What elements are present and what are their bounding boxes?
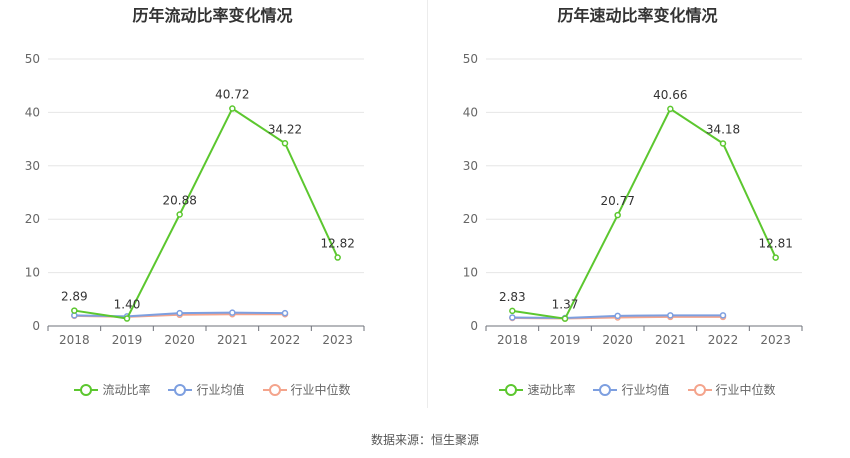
- x-tick-label: 2022: [708, 333, 739, 347]
- x-tick-label: 2019: [112, 333, 143, 347]
- data-point: [772, 254, 779, 261]
- x-tick-label: 2020: [602, 333, 633, 347]
- y-tick-label: 50: [463, 52, 478, 66]
- legend-item[interactable]: 流动比率: [74, 381, 150, 398]
- legend-swatch-icon: [262, 383, 287, 397]
- chart-panel-current-ratio: 历年流动比率变化情况 0 10 20 30 40 50 2018 2019 2020 2021 20…: [0, 0, 425, 410]
- data-point: [123, 315, 131, 322]
- legend-swatch-icon: [168, 383, 193, 397]
- x-tick-label: 2018: [497, 333, 528, 347]
- data-label: 12.82: [320, 237, 354, 251]
- line-chart-quick-ratio: 0 10 20 30 40 50 2018 2019 2020 2021 2022 2023 2.83 1…: [463, 52, 803, 347]
- x-tick-label: 2019: [550, 333, 581, 347]
- y-tick-label: 30: [25, 159, 40, 173]
- legend-label: 行业中位数: [290, 383, 351, 397]
- data-label: 2.89: [61, 290, 88, 304]
- data-label: 2.83: [499, 290, 526, 304]
- y-tick-label: 40: [463, 105, 478, 119]
- data-label: 20.77: [600, 194, 634, 208]
- legend-swatch-icon: [74, 383, 99, 397]
- x-tick-label: 2021: [655, 333, 686, 347]
- data-point: [719, 312, 727, 319]
- legend-swatch-icon: [687, 383, 712, 397]
- x-tick-label: 2018: [59, 333, 90, 347]
- data-label: 20.88: [162, 194, 196, 208]
- data-point: [71, 307, 78, 314]
- line-chart-current-ratio: 0 10 20 30 40 50 2018 2019 2020 2021 2022 2023 2.89 1…: [25, 52, 365, 347]
- y-tick-label: 20: [463, 212, 478, 226]
- data-point: [281, 309, 289, 317]
- data-source-note: 数据来源：恒生聚源: [370, 433, 479, 447]
- series-line: [512, 107, 777, 320]
- data-point: [334, 254, 341, 261]
- y-tick-label: 50: [25, 52, 40, 66]
- data-label: 1.40: [114, 298, 141, 312]
- data-point: [561, 315, 569, 322]
- data-label: 12.81: [758, 237, 792, 251]
- data-label: 40.66: [653, 88, 687, 102]
- data-point: [667, 312, 674, 319]
- legend-swatch-icon: [593, 383, 618, 397]
- legend-label: 流动比率: [102, 383, 151, 397]
- data-point: [281, 140, 289, 147]
- series-line: [74, 107, 339, 320]
- data-point: [719, 140, 727, 147]
- x-tick-label: 2023: [322, 333, 353, 347]
- y-tick-label: 10: [463, 266, 478, 280]
- legend-label: 行业中位数: [715, 383, 776, 397]
- legend-item[interactable]: 行业中位数: [262, 381, 351, 398]
- data-point: [614, 312, 621, 320]
- data-point: [229, 105, 236, 112]
- legend-swatch-icon: [499, 383, 524, 397]
- x-tick-label: 2022: [270, 333, 301, 347]
- data-point: [176, 309, 183, 317]
- data-point: [509, 314, 516, 321]
- x-tick-label: 2020: [164, 333, 195, 347]
- data-label: 40.72: [215, 88, 249, 102]
- chart-legend: 流动比率 行业均值 行业中位数: [0, 381, 425, 398]
- data-label: 34.22: [268, 122, 302, 136]
- chart-panel-quick-ratio: 历年速动比率变化情况 0 10 20 30 40 50 2018 2019 2020 2021 20…: [425, 0, 850, 410]
- chart-title: 历年速动比率变化情况: [557, 6, 718, 25]
- x-tick-label: 2023: [760, 333, 791, 347]
- data-point: [176, 211, 183, 218]
- y-tick-label: 40: [25, 105, 40, 119]
- legend-label: 行业均值: [196, 383, 245, 397]
- legend-item[interactable]: 速动比率: [499, 381, 575, 398]
- data-point: [667, 105, 674, 113]
- legend-label: 行业均值: [621, 383, 670, 397]
- legend-label: 速动比率: [527, 383, 576, 397]
- data-point: [509, 307, 516, 315]
- chart-title: 历年流动比率变化情况: [132, 6, 293, 25]
- legend-item[interactable]: 行业均值: [168, 381, 245, 398]
- y-tick-label: 0: [32, 319, 40, 333]
- legend-item[interactable]: 行业均值: [593, 381, 670, 398]
- data-point: [229, 309, 236, 316]
- data-label: 34.18: [706, 122, 740, 136]
- y-tick-label: 30: [463, 159, 478, 173]
- legend-item[interactable]: 行业中位数: [687, 381, 776, 398]
- y-tick-label: 0: [470, 319, 478, 333]
- data-label: 1.37: [552, 298, 579, 312]
- y-tick-label: 10: [25, 266, 40, 280]
- chart-legend: 速动比率 行业均值 行业中位数: [425, 381, 850, 398]
- y-tick-label: 20: [25, 212, 40, 226]
- panel-divider: [427, 0, 428, 408]
- data-point: [614, 211, 621, 219]
- x-tick-label: 2021: [217, 333, 248, 347]
